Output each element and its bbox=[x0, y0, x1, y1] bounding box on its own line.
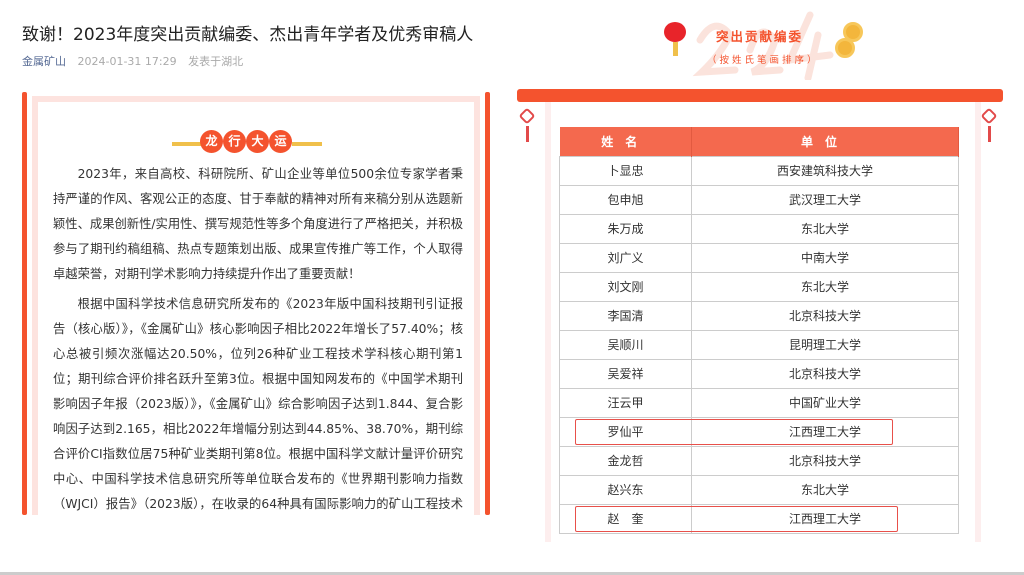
banner-ornament-left bbox=[172, 142, 202, 146]
name-cell: 赵 奎 bbox=[559, 503, 692, 534]
table-row: 朱万成 东北大学 bbox=[559, 213, 959, 244]
unit-cell: 北京科技大学 bbox=[691, 300, 959, 331]
column-header-unit: 单位 bbox=[691, 127, 959, 156]
scroll-rod bbox=[517, 89, 1003, 102]
coin-icon bbox=[835, 38, 855, 58]
coin-icon bbox=[843, 22, 863, 42]
name-cell: 包申旭 bbox=[559, 184, 692, 215]
name-cell: 李国清 bbox=[559, 300, 692, 331]
name-cell: 汪云甲 bbox=[559, 387, 692, 418]
table-row: 汪云甲 中国矿业大学 bbox=[559, 387, 959, 418]
article-title: 致谢！2023年度突出贡献编委、杰出青年学者及优秀审稿人 bbox=[22, 25, 474, 45]
paragraph: 根据中国科学技术信息研究所发布的《2023年版中国科技期刊引证报告（核心版）》，… bbox=[53, 297, 463, 511]
table-row: 赵兴东 东北大学 bbox=[559, 474, 959, 505]
name-cell: 金龙哲 bbox=[559, 445, 692, 476]
chinese-knot-tassel-icon bbox=[526, 126, 529, 142]
bottom-divider bbox=[0, 572, 1024, 575]
table-row: 卜显忠 西安建筑科技大学 bbox=[559, 155, 959, 186]
highlight-box bbox=[575, 506, 898, 532]
name-cell: 刘广义 bbox=[559, 242, 692, 273]
name-cell: 朱万成 bbox=[559, 213, 692, 244]
banner-ornament-right bbox=[292, 142, 322, 146]
unit-cell: 北京科技大学 bbox=[691, 445, 959, 476]
source-link[interactable]: 金属矿山 bbox=[22, 55, 66, 68]
banner-char: 龙 bbox=[200, 130, 223, 153]
dragon-banner: 龙 行 大 运 bbox=[172, 122, 322, 158]
name-cell: 卜显忠 bbox=[559, 155, 692, 186]
frame-bar-right bbox=[485, 92, 490, 515]
publish-date: 2024-01-31 17:29 bbox=[77, 55, 177, 68]
table-row: 吴顺川 昆明理工大学 bbox=[559, 329, 959, 360]
unit-cell: 昆明理工大学 bbox=[691, 329, 959, 360]
scroll-side-left bbox=[545, 102, 551, 542]
unit-cell: 北京科技大学 bbox=[691, 358, 959, 389]
unit-cell: 东北大学 bbox=[691, 474, 959, 505]
article-body: 2023年，来自高校、科研院所、矿山企业等单位500余位专家学者秉持严谨的作风、… bbox=[53, 162, 463, 517]
unit-cell: 西安建筑科技大学 bbox=[691, 155, 959, 186]
unit-cell: 武汉理工大学 bbox=[691, 184, 959, 215]
year-watermark-graphic bbox=[692, 11, 834, 80]
editor-table: 姓名 单位 卜显忠 西安建筑科技大学 包申旭 武汉理工大学 朱万成 东北大学 刘广义 中南大学… bbox=[559, 127, 959, 534]
unit-cell: 江西理工大学 bbox=[691, 416, 959, 447]
frame-bar-left bbox=[22, 92, 27, 515]
table-row: 李国清 北京科技大学 bbox=[559, 300, 959, 331]
table-row: 吴爱祥 北京科技大学 bbox=[559, 358, 959, 389]
table-row: 金龙哲 北京科技大学 bbox=[559, 445, 959, 476]
unit-cell: 中南大学 bbox=[691, 242, 959, 273]
table-row: 赵 奎江西理工大学 bbox=[559, 503, 959, 534]
chinese-knot-icon bbox=[980, 107, 998, 125]
name-cell: 赵兴东 bbox=[559, 474, 692, 505]
table-row: 罗仙平 江西理工大学 bbox=[559, 416, 959, 447]
highlight-box bbox=[575, 419, 893, 445]
paragraph: 2023年，来自高校、科研院所、矿山企业等单位500余位专家学者秉持严谨的作风、… bbox=[53, 167, 463, 281]
frame-border bbox=[32, 96, 480, 515]
scroll-side-right bbox=[975, 102, 981, 542]
unit-cell: 东北大学 bbox=[691, 271, 959, 302]
section-subheading: （按姓氏笔画排序） bbox=[707, 55, 820, 66]
article-meta: 金属矿山 2024-01-31 17:29 发表于湖北 bbox=[22, 53, 243, 69]
chinese-knot-tassel-icon bbox=[988, 126, 991, 142]
table-row: 刘广义 中南大学 bbox=[559, 242, 959, 273]
name-cell: 吴爱祥 bbox=[559, 358, 692, 389]
table-row: 刘文刚 东北大学 bbox=[559, 271, 959, 302]
name-cell: 吴顺川 bbox=[559, 329, 692, 360]
lantern-icon bbox=[664, 22, 686, 42]
banner-char: 行 bbox=[223, 130, 246, 153]
table-row: 包申旭 武汉理工大学 bbox=[559, 184, 959, 215]
unit-cell: 中国矿业大学 bbox=[691, 387, 959, 418]
banner-char: 运 bbox=[269, 130, 292, 153]
unit-cell: 东北大学 bbox=[691, 213, 959, 244]
section-heading: 突出贡献编委 bbox=[716, 29, 804, 44]
publish-location: 发表于湖北 bbox=[188, 55, 244, 68]
name-cell: 罗仙平 bbox=[559, 416, 692, 447]
lantern-tassel-icon bbox=[673, 42, 678, 56]
column-header-name: 姓名 bbox=[559, 127, 692, 156]
chinese-knot-icon bbox=[518, 107, 536, 125]
left-image-panel bbox=[22, 92, 490, 515]
name-cell: 刘文刚 bbox=[559, 271, 692, 302]
unit-cell: 江西理工大学 bbox=[691, 503, 959, 534]
banner-char: 大 bbox=[246, 130, 269, 153]
